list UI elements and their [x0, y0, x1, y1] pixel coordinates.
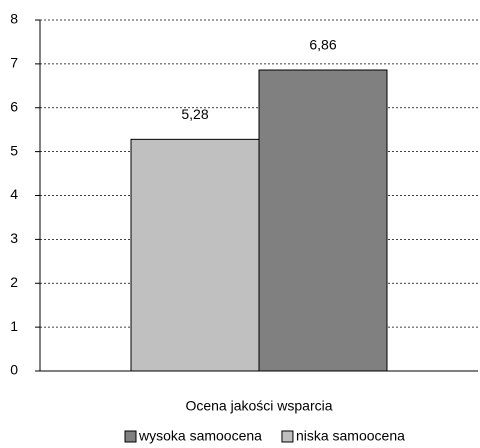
value-label: 6,86	[309, 37, 336, 53]
y-tick-label: 6	[10, 98, 18, 114]
value-label: 5,28	[181, 106, 208, 122]
y-tick-label: 5	[10, 142, 18, 158]
y-tick-label: 1	[10, 318, 18, 334]
x-tick-label: Ocena jakości wsparcia	[185, 398, 332, 414]
y-tick-label: 2	[10, 274, 18, 290]
bar	[130, 138, 260, 372]
bar	[258, 69, 388, 372]
y-tick-label: 4	[10, 186, 18, 202]
y-tick-label: 3	[10, 230, 18, 246]
y-tick-label: 8	[10, 11, 18, 27]
y-tick-label: 7	[10, 55, 18, 71]
legend-label: wysoka samoocena	[138, 428, 262, 444]
legend-swatch	[124, 430, 137, 443]
y-tick-label: 0	[10, 362, 18, 378]
legend-label: niska samoocena	[296, 428, 405, 444]
legend-swatch	[281, 430, 294, 443]
